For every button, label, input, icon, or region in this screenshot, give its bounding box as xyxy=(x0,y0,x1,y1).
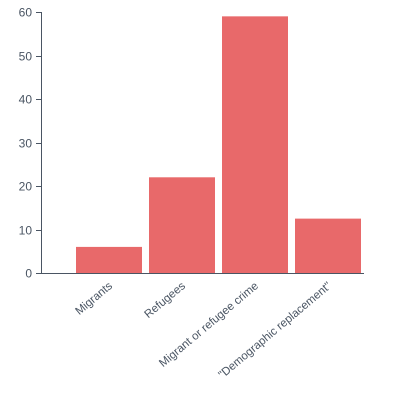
bar xyxy=(295,218,361,273)
y-tick-label: 20 xyxy=(19,180,33,194)
y-tick-label: 10 xyxy=(19,224,33,238)
bar xyxy=(76,246,142,273)
x-tick-label: Migrants xyxy=(73,280,115,318)
y-tick-label: 60 xyxy=(19,6,33,20)
y-tick-label: 50 xyxy=(19,50,33,64)
bar xyxy=(149,177,215,273)
y-tick-label: 40 xyxy=(19,93,33,107)
y-tick-label: 30 xyxy=(19,137,33,151)
y-tick-label: 0 xyxy=(25,267,32,281)
y-axis: 0 10 20 30 40 50 60 xyxy=(19,6,42,281)
x-tick-label: Refugees xyxy=(142,280,188,321)
bars-group xyxy=(76,16,361,273)
bar xyxy=(222,16,288,273)
